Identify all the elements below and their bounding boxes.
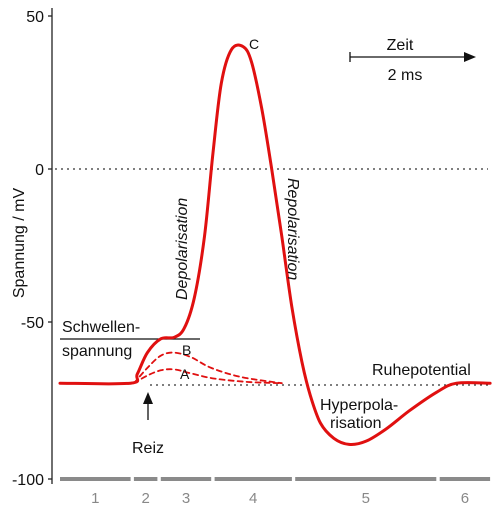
phase-label-1: 1 xyxy=(91,490,99,507)
hyperpolarisation-label-line2: risation xyxy=(330,415,382,432)
ruhepotential-label: Ruhepotential xyxy=(372,362,471,379)
y-tick-label-minus100: -100 xyxy=(12,472,44,489)
time-scale-arrowhead xyxy=(464,52,476,62)
phase-bar-3 xyxy=(160,477,212,481)
depolarisation-label: Depolarisation xyxy=(174,198,191,300)
stimulus-arrowhead xyxy=(143,392,153,404)
action-potential-curve xyxy=(58,43,492,447)
y-tick-label-0: 0 xyxy=(35,162,44,179)
phase-label-6: 6 xyxy=(461,490,469,507)
threshold-label-line1: Schwellen- xyxy=(62,319,140,336)
curve-label-b: B xyxy=(182,342,191,358)
phase-bar-4 xyxy=(214,477,292,481)
threshold-label-line2: spannung xyxy=(62,343,132,360)
curve-label-c: C xyxy=(249,36,259,52)
phase-label-3: 3 xyxy=(182,490,190,507)
hyperpolarisation-label-line1: Hyperpola- xyxy=(320,397,398,414)
phase-bar-1 xyxy=(60,477,131,481)
time-scale-label: Zeit xyxy=(387,37,414,54)
y-tick-label-minus50: -50 xyxy=(21,315,44,332)
subthreshold-curve-a xyxy=(133,368,283,385)
phase-bar-6 xyxy=(439,477,491,481)
phase-label-2: 2 xyxy=(142,490,150,507)
repolarisation-label: Repolarisation xyxy=(284,178,301,280)
phase-label-5: 5 xyxy=(362,490,370,507)
y-tick-label-50: 50 xyxy=(26,9,44,26)
phase-bar-2 xyxy=(133,477,158,481)
phase-layer: 1 2 3 4 5 6 xyxy=(60,477,491,507)
phase-label-4: 4 xyxy=(249,490,257,507)
y-axis-label: Spannung / mV xyxy=(11,188,28,299)
time-scale-value: 2 ms xyxy=(388,67,423,84)
series-layer xyxy=(58,43,492,447)
phase-bar-5 xyxy=(295,477,437,481)
stimulus-label: Reiz xyxy=(132,440,164,457)
curve-label-a: A xyxy=(180,366,190,382)
subthreshold-curve-b xyxy=(133,351,283,385)
